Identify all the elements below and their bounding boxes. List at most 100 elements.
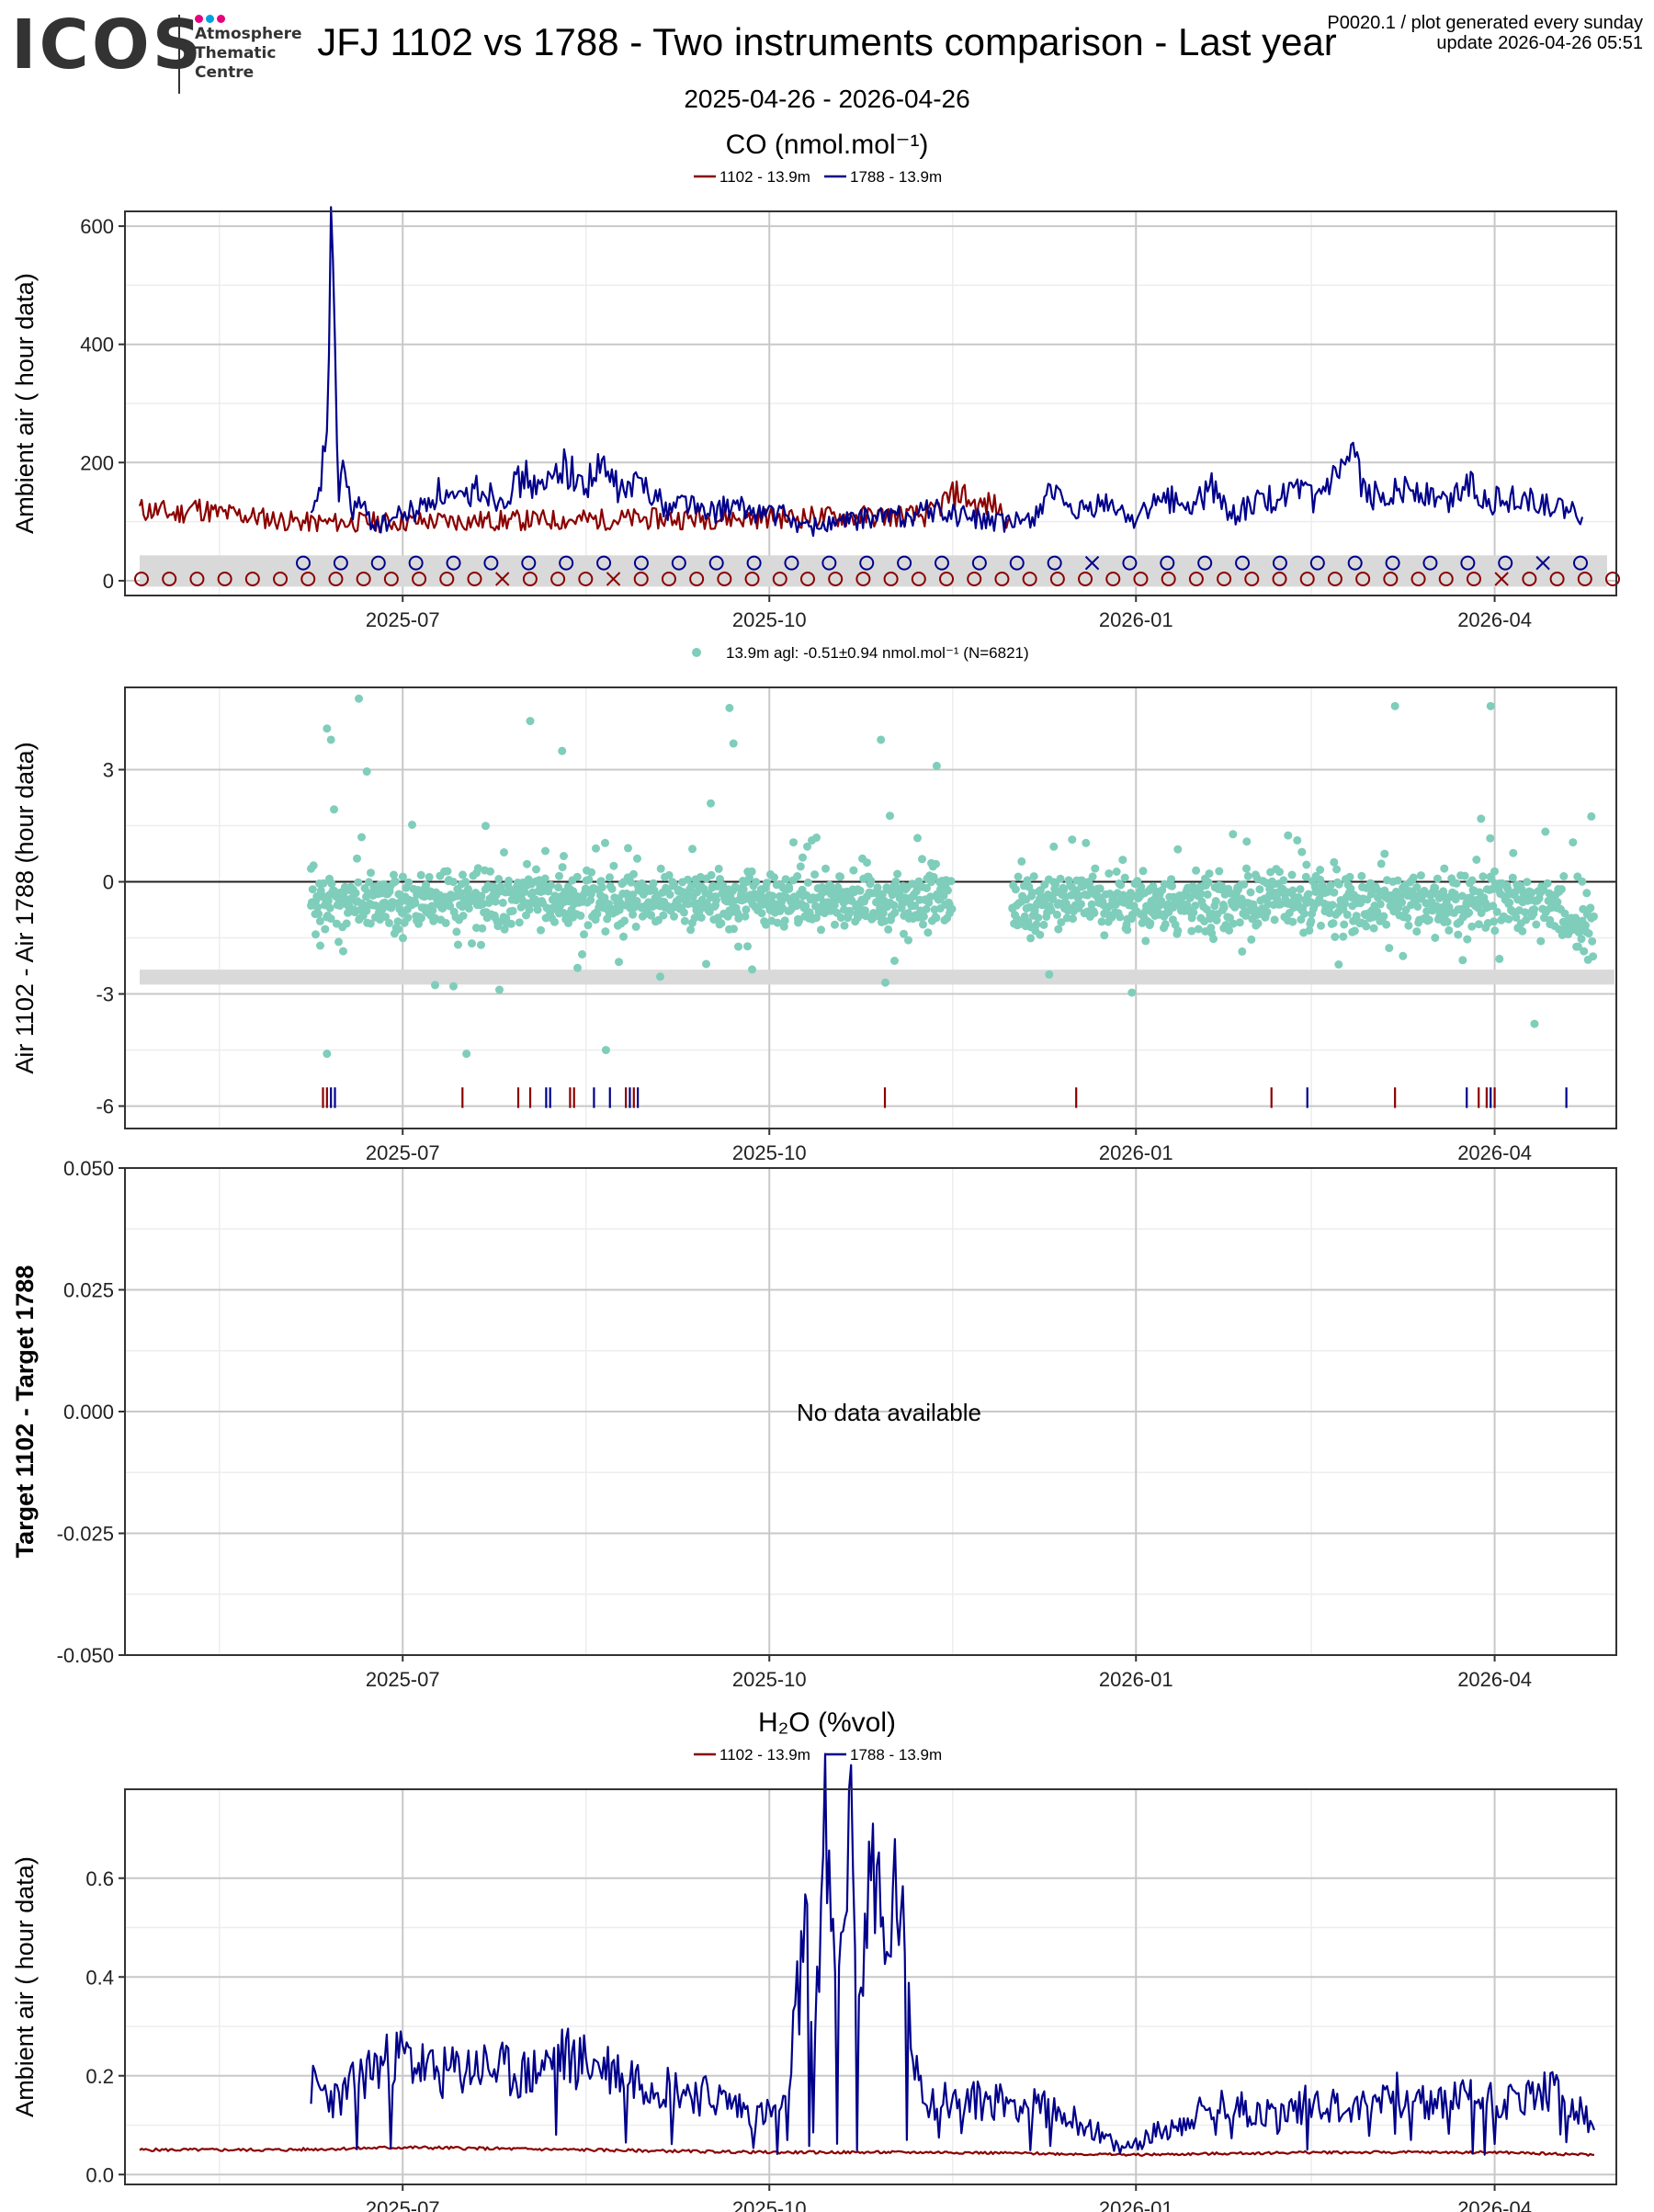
diff-point	[1435, 911, 1444, 920]
diff-point	[559, 908, 568, 917]
legend-diff-label: 13.9m agl: -0.51±0.94 nmol.mol⁻¹ (N=6821…	[726, 644, 1029, 662]
status-1102-ok-marker	[855, 571, 871, 586]
diff-point	[330, 805, 338, 814]
diff-point	[1546, 915, 1555, 925]
status-1788-ok-marker	[370, 555, 386, 571]
diff-point	[1380, 849, 1389, 858]
diff-point	[665, 890, 674, 899]
diff-point	[348, 907, 357, 915]
diff-point	[1328, 901, 1337, 910]
diff-point	[1440, 864, 1449, 873]
status-1102-ok-marker	[273, 571, 289, 586]
diff-point	[757, 885, 765, 894]
diff-point	[1582, 889, 1592, 898]
diff-point	[1341, 899, 1350, 908]
diff-point	[1472, 856, 1481, 864]
diff-point	[1492, 907, 1501, 916]
diff-point	[867, 876, 876, 885]
diff-point	[506, 919, 515, 928]
diff-point	[686, 925, 696, 935]
diff-point	[1169, 902, 1178, 912]
diff-point	[398, 872, 407, 881]
diff-point	[844, 911, 853, 919]
diff-point	[1412, 927, 1422, 936]
diff-point	[307, 901, 315, 910]
diff-point	[523, 859, 531, 868]
diff-point	[1340, 920, 1349, 929]
diff-point	[1132, 907, 1141, 916]
status-1788-ok-marker	[1122, 555, 1138, 571]
diff-point	[661, 872, 669, 881]
status-1102-ok-marker	[1022, 571, 1037, 586]
diff-point	[1573, 942, 1582, 951]
diff-point	[793, 872, 802, 880]
diff-point	[1569, 838, 1578, 847]
status-1788-ok-marker	[483, 555, 499, 571]
diff-point	[1229, 919, 1238, 928]
diff-point	[734, 913, 743, 923]
status-1788-ok-marker	[859, 555, 875, 571]
page-title: JFJ 1102 vs 1788 - Two instruments compa…	[317, 20, 1337, 63]
diff-point	[1173, 926, 1183, 936]
diff-point	[1348, 902, 1357, 911]
diff-point	[1329, 919, 1338, 928]
diff-point	[1404, 921, 1413, 930]
diff-point	[550, 917, 559, 926]
status-1102-ok-marker	[799, 571, 815, 586]
diff-point	[780, 891, 788, 901]
diff-point	[1194, 925, 1203, 934]
diff-point	[1541, 827, 1550, 836]
diff-point	[592, 844, 600, 853]
diff-point	[743, 942, 752, 951]
diff-point	[371, 901, 380, 910]
status-1788-ok-marker	[1347, 555, 1363, 571]
diff-point	[762, 879, 771, 888]
status-1102-ok-marker	[1522, 571, 1537, 586]
diff-point	[1149, 882, 1158, 890]
diff-point	[1068, 835, 1077, 845]
diff-point	[1489, 902, 1498, 911]
diff-point	[326, 914, 335, 924]
status-1102-ok-marker	[1355, 571, 1371, 586]
diff-point	[605, 900, 613, 909]
diff-point	[1296, 885, 1305, 894]
diff-point	[1235, 918, 1244, 927]
diff-point	[1072, 876, 1082, 885]
diff-point	[1051, 879, 1060, 889]
diff-point	[584, 875, 594, 884]
diff-point	[425, 872, 434, 881]
diff-point	[411, 899, 420, 908]
y-tick-label: 0.6	[85, 1867, 114, 1890]
diff-point	[803, 878, 812, 887]
diff-point	[890, 908, 900, 917]
status-1788-ok-marker	[296, 555, 311, 571]
diff-point	[601, 838, 609, 847]
diff-point	[491, 897, 500, 906]
diff-point	[929, 872, 938, 881]
diff-point	[1588, 936, 1597, 946]
diff-point	[702, 959, 710, 969]
diff-point	[1345, 872, 1354, 881]
diff-point	[1077, 900, 1085, 909]
diff-point	[1161, 920, 1170, 929]
diff-point	[380, 885, 389, 894]
diff-point	[1509, 848, 1518, 857]
diff-point	[1270, 915, 1279, 925]
diff-point	[716, 875, 724, 883]
diff-point	[1443, 917, 1452, 926]
diff-point	[1270, 879, 1279, 889]
diff-point	[1422, 913, 1431, 922]
status-1102-ok-marker	[412, 571, 427, 586]
diff-point	[747, 867, 756, 876]
diff-point	[697, 913, 706, 922]
status-1788-ok-marker	[1272, 555, 1287, 571]
diff-point	[904, 936, 912, 945]
status-1102-ok-marker	[1438, 571, 1454, 586]
diff-point	[1185, 893, 1195, 902]
diff-point	[631, 922, 640, 931]
diff-point	[1580, 947, 1589, 956]
y-tick-label: -0.025	[57, 1523, 114, 1546]
diff-point	[1584, 929, 1593, 938]
x-tick-label: 2026-04	[1457, 1141, 1532, 1164]
diff-point	[801, 902, 810, 911]
